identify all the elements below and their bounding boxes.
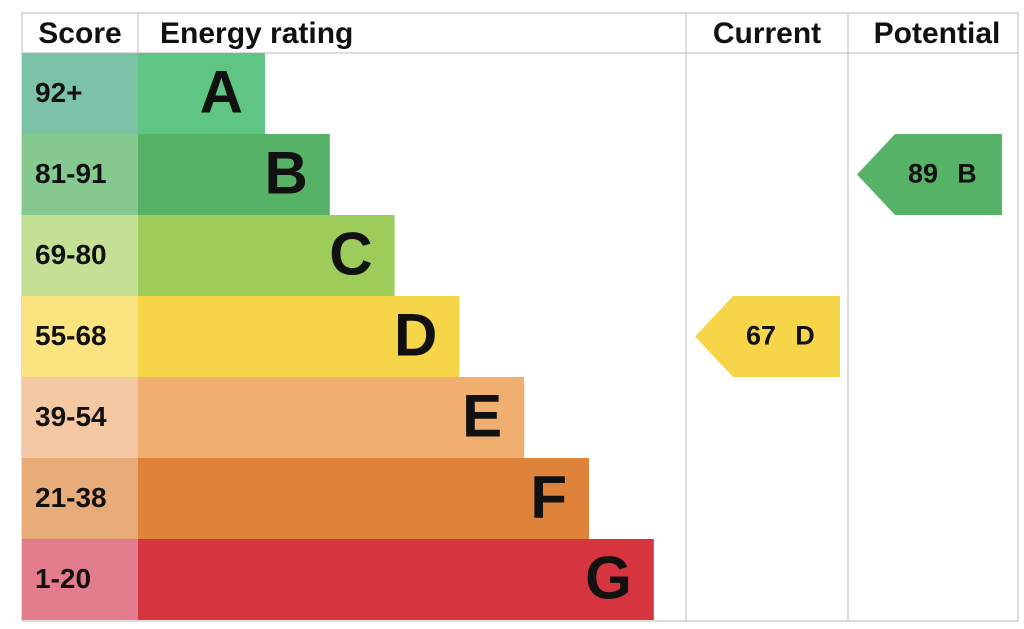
score-label: 69-80 <box>35 239 107 270</box>
rating-bar <box>138 215 395 296</box>
score-cell <box>22 377 138 458</box>
header-rating: Energy rating <box>160 17 353 50</box>
header-potential: Potential <box>874 17 1001 50</box>
current-letter: D <box>795 321 815 351</box>
band-letter: D <box>394 301 437 368</box>
rating-bar <box>138 539 654 620</box>
score-cell <box>22 539 138 620</box>
rating-bar <box>138 134 330 215</box>
band-letter: A <box>200 58 243 125</box>
score-label: 55-68 <box>35 320 107 351</box>
rating-bar <box>138 296 460 377</box>
score-label: 1-20 <box>35 563 91 594</box>
score-label: 21-38 <box>35 482 107 513</box>
score-cell <box>22 296 138 377</box>
score-cell <box>22 53 138 134</box>
current-value: 67 <box>746 321 776 351</box>
rating-bar <box>138 458 589 539</box>
score-label: 81-91 <box>35 158 107 189</box>
score-label: 39-54 <box>35 401 107 432</box>
band-letter: G <box>585 544 632 611</box>
header-score: Score <box>38 17 121 50</box>
band-letter: C <box>329 220 372 287</box>
potential-arrow <box>857 134 1002 215</box>
rating-bar <box>138 377 525 458</box>
band-letter: F <box>530 463 567 530</box>
band-letter: E <box>462 382 502 449</box>
header-current: Current <box>713 17 821 50</box>
score-label: 92+ <box>35 77 83 108</box>
score-cell <box>22 134 138 215</box>
current-arrow <box>695 296 840 377</box>
potential-value: 89 <box>908 159 938 189</box>
rating-bar <box>138 53 265 134</box>
score-cell <box>22 215 138 296</box>
potential-letter: B <box>957 159 977 189</box>
score-cell <box>22 458 138 539</box>
band-letter: B <box>264 139 307 206</box>
